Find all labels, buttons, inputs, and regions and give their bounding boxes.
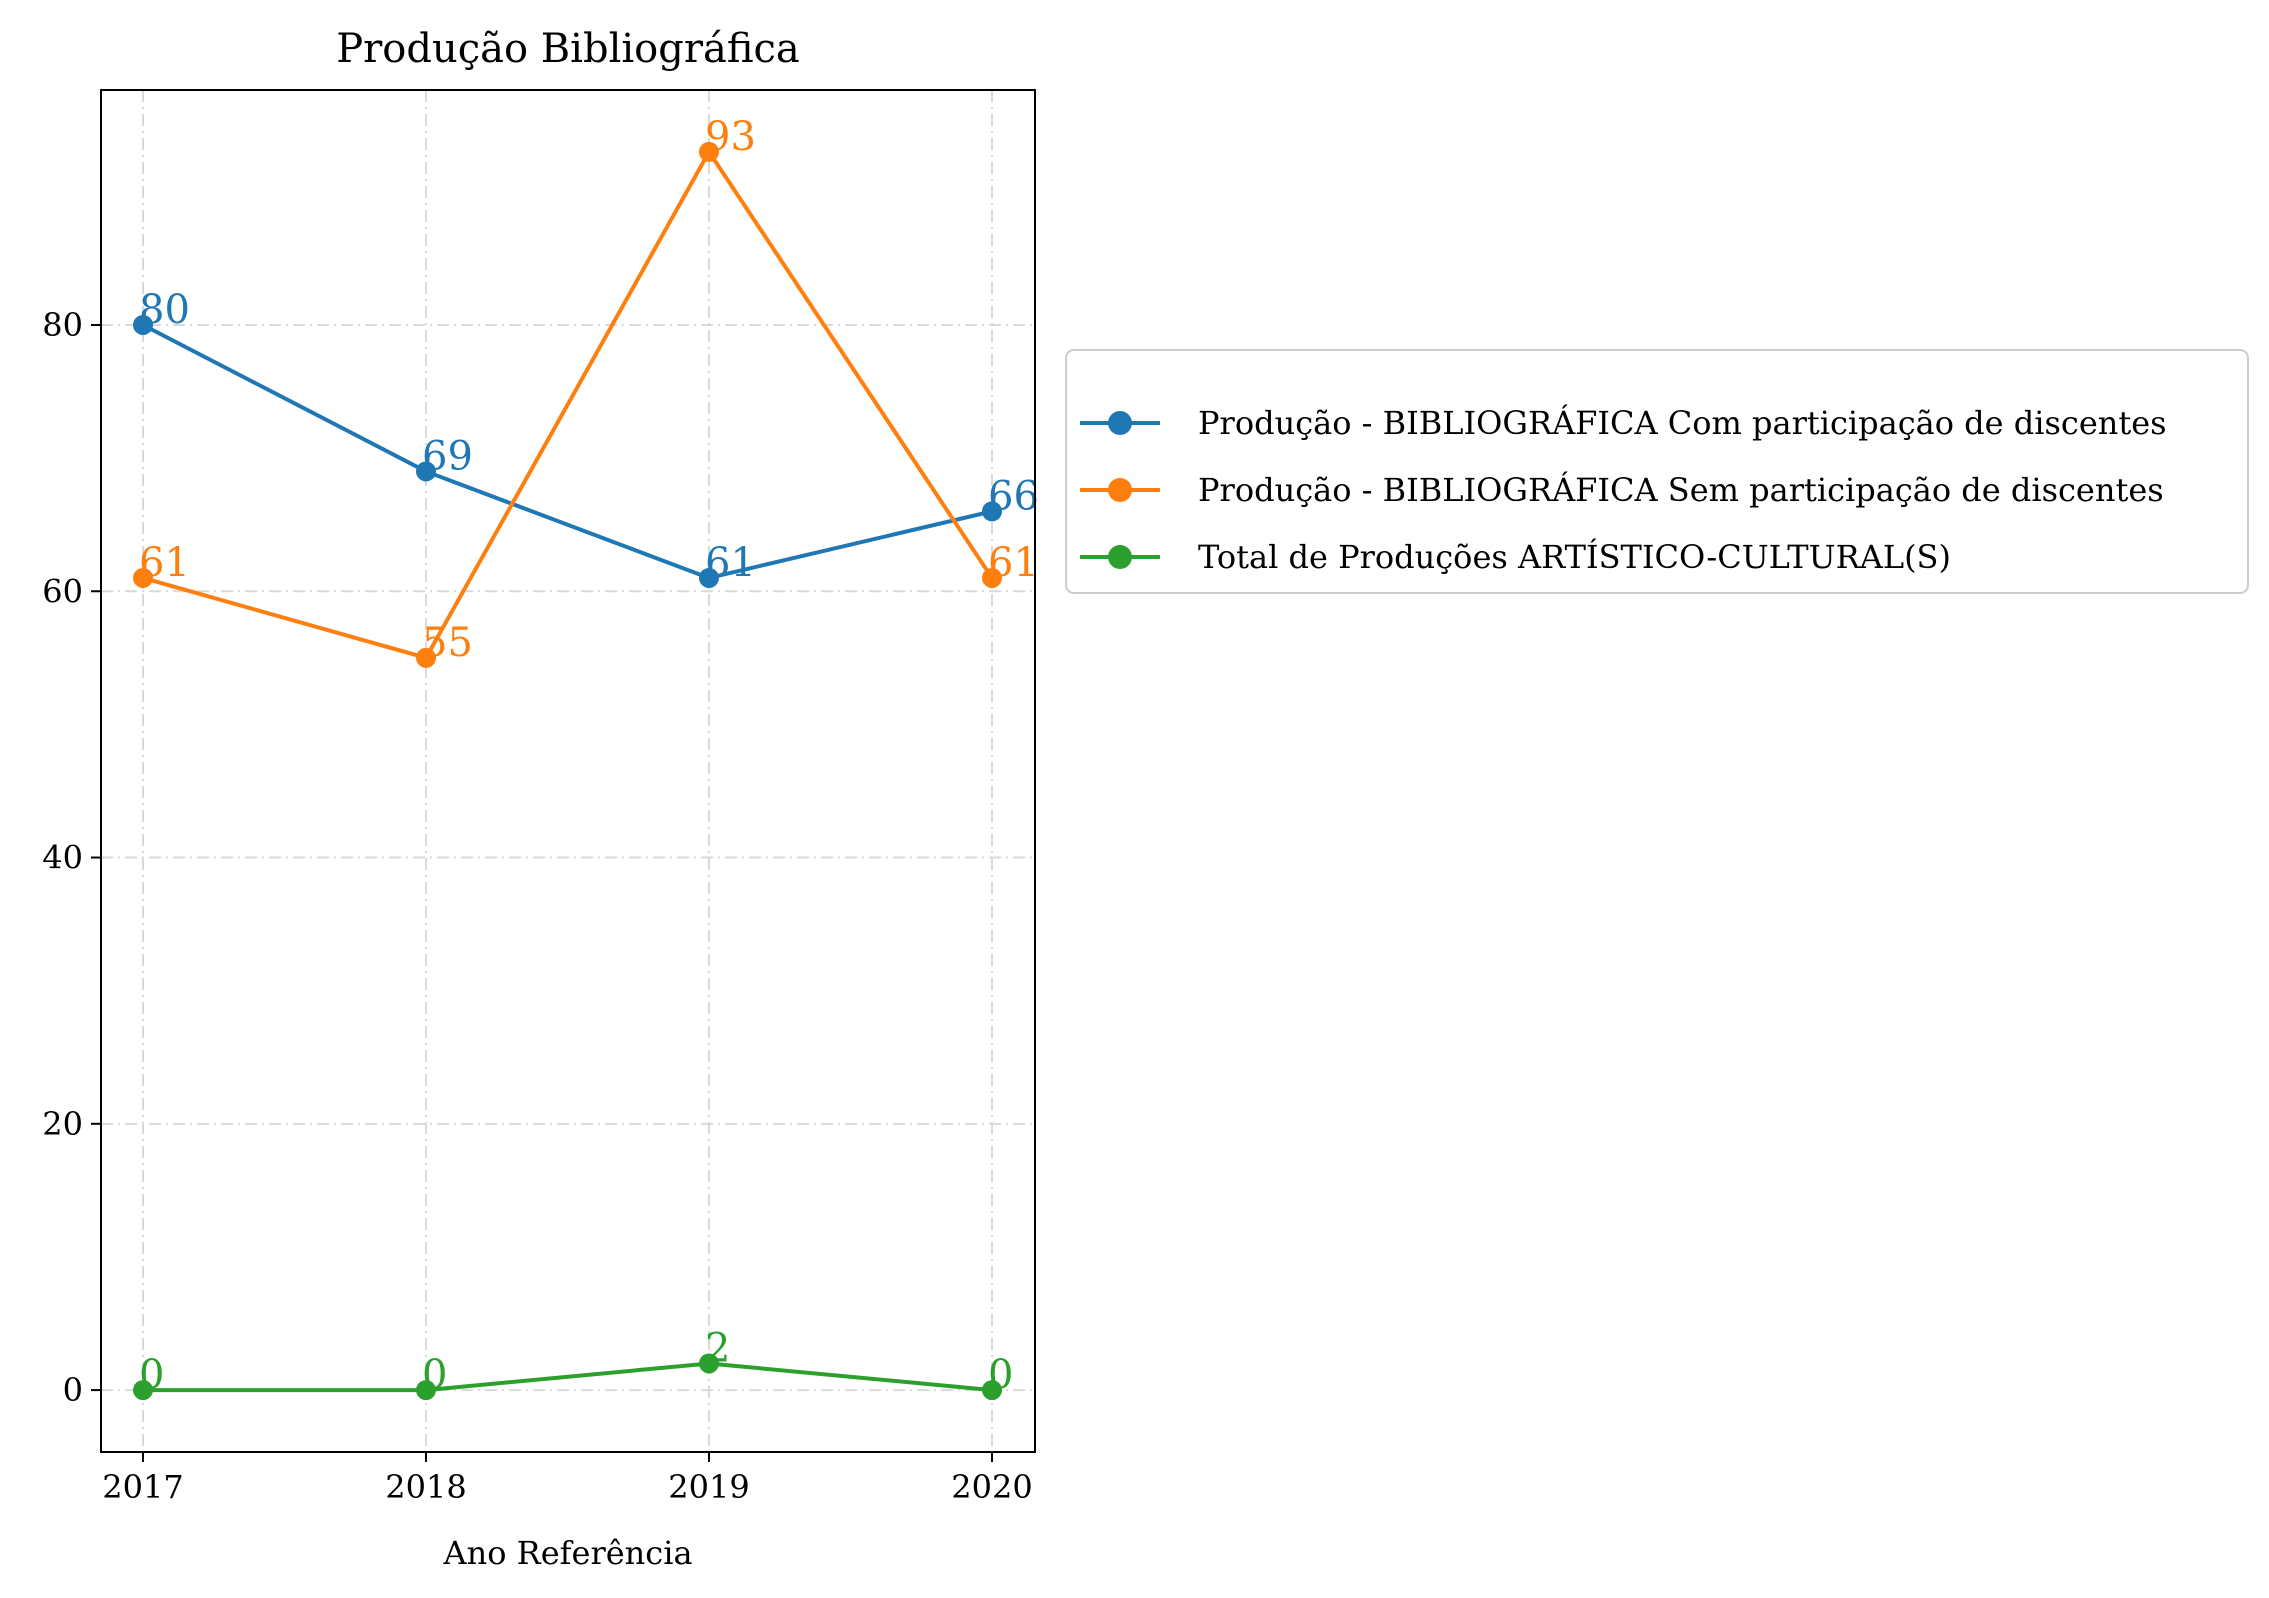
legend-marker bbox=[1108, 411, 1132, 435]
x-tick-label: 2019 bbox=[668, 1468, 749, 1506]
legend-label: Produção - BIBLIOGRÁFICA Com participaçã… bbox=[1198, 404, 2167, 442]
data-point bbox=[982, 1380, 1002, 1401]
data-label: 0 bbox=[988, 1352, 1013, 1398]
data-point bbox=[416, 461, 436, 482]
x-axis-label: Ano Referência bbox=[442, 1534, 692, 1572]
legend-label: Produção - BIBLIOGRÁFICA Sem participaçã… bbox=[1198, 471, 2164, 509]
data-label: 61 bbox=[705, 540, 756, 586]
legend-marker bbox=[1108, 478, 1132, 502]
series-3: 0 0 2 0 bbox=[133, 1325, 1013, 1401]
data-label: 55 bbox=[422, 620, 473, 666]
legend-box bbox=[1065, 349, 2249, 594]
data-label: 69 bbox=[422, 433, 473, 479]
data-label: 61 bbox=[988, 540, 1039, 586]
data-label: 0 bbox=[422, 1352, 447, 1398]
legend-entry: Produção - BIBLIOGRÁFICA Com participaçã… bbox=[1080, 404, 2167, 442]
series-1: 80 69 61 66 bbox=[133, 287, 1039, 588]
series-line bbox=[142, 149, 994, 660]
y-tick-label: 0 bbox=[63, 1371, 83, 1409]
legend-entry: Produção - BIBLIOGRÁFICA Sem participaçã… bbox=[1080, 471, 2164, 509]
data-point bbox=[699, 567, 719, 588]
y-tick-label: 80 bbox=[42, 306, 83, 344]
y-tick-label: 60 bbox=[42, 572, 83, 610]
series-layer: 80 69 61 66 61 55 93 61 0 0 2 0 bbox=[133, 114, 1039, 1401]
data-point bbox=[982, 567, 1002, 588]
data-point bbox=[133, 567, 153, 588]
plot-frame bbox=[100, 89, 1036, 1453]
data-point bbox=[133, 314, 153, 335]
grid bbox=[101, 90, 1035, 1452]
series-line bbox=[143, 1361, 993, 1393]
legend-marker bbox=[1108, 545, 1132, 569]
data-point bbox=[416, 1380, 436, 1401]
data-label: 0 bbox=[139, 1352, 164, 1398]
x-tick-label: 2017 bbox=[102, 1468, 183, 1506]
data-point bbox=[133, 1380, 153, 1401]
series-2: 61 55 93 61 bbox=[133, 114, 1039, 668]
y-tick-label: 20 bbox=[42, 1105, 83, 1143]
data-label: 93 bbox=[705, 114, 756, 160]
data-point bbox=[699, 141, 719, 162]
series-line bbox=[142, 323, 993, 580]
data-label: 2 bbox=[705, 1325, 730, 1371]
y-tick-label: 40 bbox=[42, 839, 83, 877]
data-point bbox=[416, 647, 436, 668]
legend-entry: Total de Produções ARTÍSTICO-CULTURAL(S) bbox=[1080, 538, 1951, 576]
chart-title: Produção Bibliográfica bbox=[336, 26, 800, 72]
legend-label: Total de Produções ARTÍSTICO-CULTURAL(S) bbox=[1198, 538, 1951, 576]
data-label: 80 bbox=[139, 287, 190, 333]
data-point bbox=[699, 1353, 719, 1374]
data-label: 61 bbox=[139, 540, 190, 586]
x-tick-label: 2020 bbox=[951, 1468, 1032, 1506]
legend: Produção - BIBLIOGRÁFICA Com participaçã… bbox=[1065, 349, 2249, 594]
data-label: 66 bbox=[988, 473, 1039, 519]
x-tick-label: 2018 bbox=[385, 1468, 466, 1506]
data-point bbox=[982, 501, 1002, 522]
